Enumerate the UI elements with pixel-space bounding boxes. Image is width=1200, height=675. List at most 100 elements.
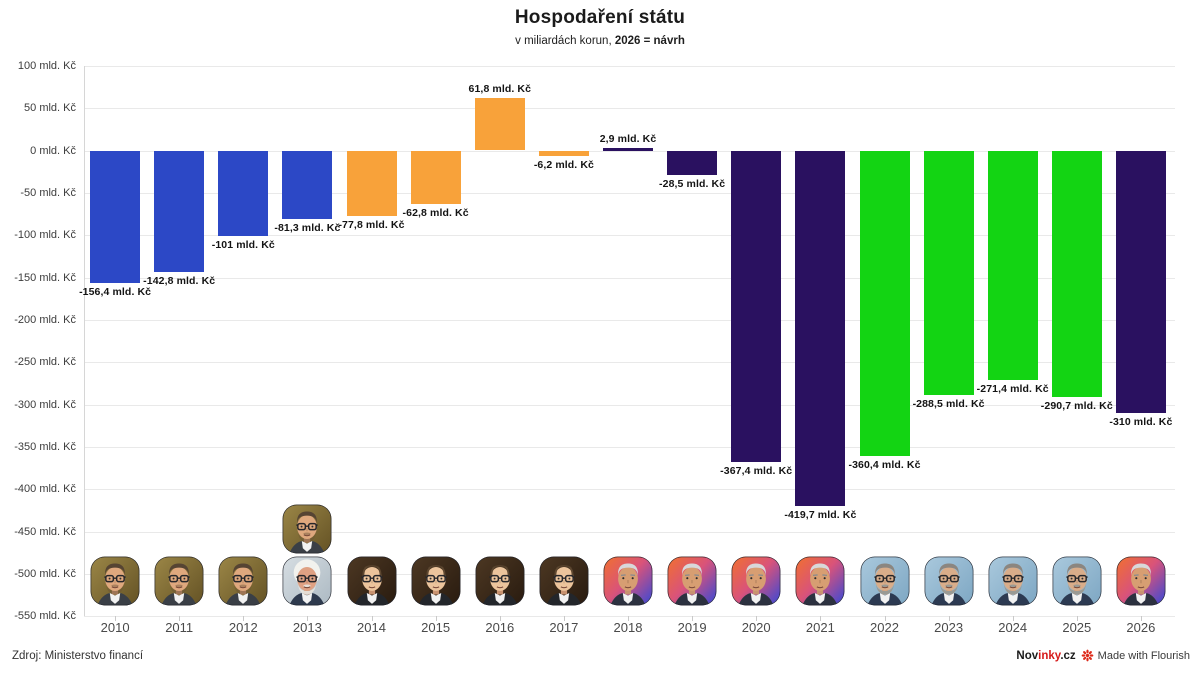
bar-2021[interactable] — [795, 150, 846, 506]
x-tick — [179, 616, 181, 621]
y-tick-label: -100 mld. Kč — [14, 229, 76, 242]
x-label-2012: 2012 — [228, 620, 258, 635]
y-tick-label: -450 mld. Kč — [14, 525, 76, 538]
subtitle-bold: 2026 = návrh — [614, 35, 685, 47]
bar-2013[interactable] — [282, 150, 333, 220]
bar-2023[interactable] — [923, 150, 974, 395]
y-gridline — [84, 404, 1175, 406]
bar-value-label-2022: -360,4 mld. Kč — [848, 458, 921, 471]
bar-value-label-2021: -419,7 mld. Kč — [784, 509, 857, 521]
x-label-2026: 2026 — [1126, 620, 1156, 635]
x-tick — [948, 616, 950, 621]
y-tick-label: -250 mld. Kč — [14, 356, 76, 369]
bar-value-label-2017: -6,2 mld. Kč — [533, 158, 594, 171]
bar-value-label-2011: -142,8 mld. Kč — [143, 274, 216, 287]
bar-value-label-2016: 61,8 mld. Kč — [468, 83, 532, 96]
x-label-2016: 2016 — [485, 620, 515, 635]
x-label-2017: 2017 — [549, 620, 579, 635]
bar-2024[interactable] — [987, 150, 1038, 381]
bar-2010[interactable] — [90, 150, 141, 283]
x-tick — [435, 616, 437, 621]
bar-value-label-2020: -367,4 mld. Kč — [720, 464, 793, 477]
y-gridline — [84, 446, 1175, 448]
chart-subtitle: v miliardách korun, 2026 = návrh — [0, 35, 1200, 47]
bar-2022[interactable] — [859, 150, 910, 456]
y-gridline — [84, 192, 1175, 194]
avatar-2016-sobotka — [475, 556, 525, 606]
x-tick — [115, 616, 117, 621]
x-tick — [371, 616, 373, 621]
bar-value-label-2015: -62,8 mld. Kč — [402, 206, 469, 219]
bar-value-label-2025: -290,7 mld. Kč — [1040, 399, 1113, 412]
bar-2019[interactable] — [667, 150, 718, 175]
bar-2017[interactable] — [538, 150, 589, 156]
subtitle-prefix: v miliardách korun, — [515, 35, 615, 47]
x-label-2018: 2018 — [613, 620, 643, 635]
x-label-2023: 2023 — [934, 620, 964, 635]
avatar-2018-babis — [603, 556, 653, 606]
flourish-credit-link[interactable]: Made with Flourish — [1081, 649, 1190, 662]
avatar-2019-babis — [667, 556, 717, 606]
avatar-2010-necas — [90, 556, 140, 606]
novinky-logo[interactable]: Novinky.cz — [1016, 649, 1076, 662]
bar-value-label-2010: -156,4 mld. Kč — [79, 286, 152, 298]
bar-2012[interactable] — [218, 150, 269, 236]
y-tick-label: -200 mld. Kč — [14, 313, 76, 326]
avatar-2026-babis — [1116, 556, 1166, 606]
bar-2011[interactable] — [154, 150, 205, 272]
flourish-burst-icon — [1081, 649, 1094, 662]
bar-2018[interactable] — [603, 148, 653, 151]
y-gridline — [84, 616, 1175, 618]
avatar-2025-fiala — [1052, 556, 1102, 606]
y-tick-label: -300 mld. Kč — [14, 398, 76, 411]
chart-title: Hospodaření státu — [514, 7, 686, 28]
bar-2020[interactable] — [731, 150, 782, 462]
source-note: Zdroj: Ministerstvo financí — [12, 650, 144, 662]
bar-value-label-2012: -101 mld. Kč — [211, 239, 275, 251]
y-tick-label: 100 mld. Kč — [17, 59, 76, 72]
y-tick-label: -500 mld. Kč — [14, 568, 76, 580]
avatar-2013-necas — [282, 504, 332, 554]
y-tick-label: -150 mld. Kč — [14, 271, 76, 284]
x-label-2020: 2020 — [741, 620, 771, 635]
avatar-2017-sobotka — [539, 556, 589, 606]
x-label-2021: 2021 — [805, 620, 835, 635]
bar-2015[interactable] — [410, 150, 461, 204]
y-axis-line — [84, 65, 85, 617]
x-label-2019: 2019 — [677, 620, 707, 635]
bar-value-label-2024: -271,4 mld. Kč — [976, 383, 1049, 396]
avatar-2024-fiala — [988, 556, 1038, 606]
x-label-2024: 2024 — [998, 620, 1028, 635]
bar-2016[interactable] — [474, 98, 525, 151]
bar-value-label-2018: 2,9 mld. Kč — [599, 133, 657, 145]
y-gridline — [84, 319, 1175, 321]
y-tick-label: -400 mld. Kč — [14, 483, 76, 496]
y-gridline — [84, 235, 1175, 237]
x-label-2025: 2025 — [1062, 620, 1092, 635]
x-tick — [1012, 616, 1014, 621]
avatar-2011-necas — [154, 556, 204, 606]
x-tick — [820, 616, 822, 621]
x-tick — [307, 616, 309, 621]
x-label-2022: 2022 — [870, 620, 899, 635]
bar-value-label-2023: -288,5 mld. Kč — [912, 397, 985, 410]
avatar-2020-babis — [731, 556, 781, 606]
x-tick — [563, 616, 565, 621]
bar-value-label-2019: -28,5 mld. Kč — [659, 177, 726, 190]
avatar-2014-sobotka — [347, 556, 397, 606]
x-label-2010: 2010 — [100, 620, 130, 635]
x-tick — [243, 616, 245, 621]
y-tick-label: 0 mld. Kč — [30, 144, 76, 157]
y-gridline — [84, 362, 1175, 364]
x-tick — [499, 616, 501, 621]
x-tick — [756, 616, 758, 621]
bar-2014[interactable] — [346, 150, 397, 217]
x-label-2011: 2011 — [165, 620, 194, 635]
avatar-2022-fiala — [860, 556, 910, 606]
bar-value-label-2014: -77,8 mld. Kč — [338, 219, 405, 232]
y-gridline — [84, 150, 1175, 152]
bar-2025[interactable] — [1051, 150, 1102, 397]
x-tick — [1140, 616, 1142, 621]
bar-2026[interactable] — [1115, 150, 1166, 414]
